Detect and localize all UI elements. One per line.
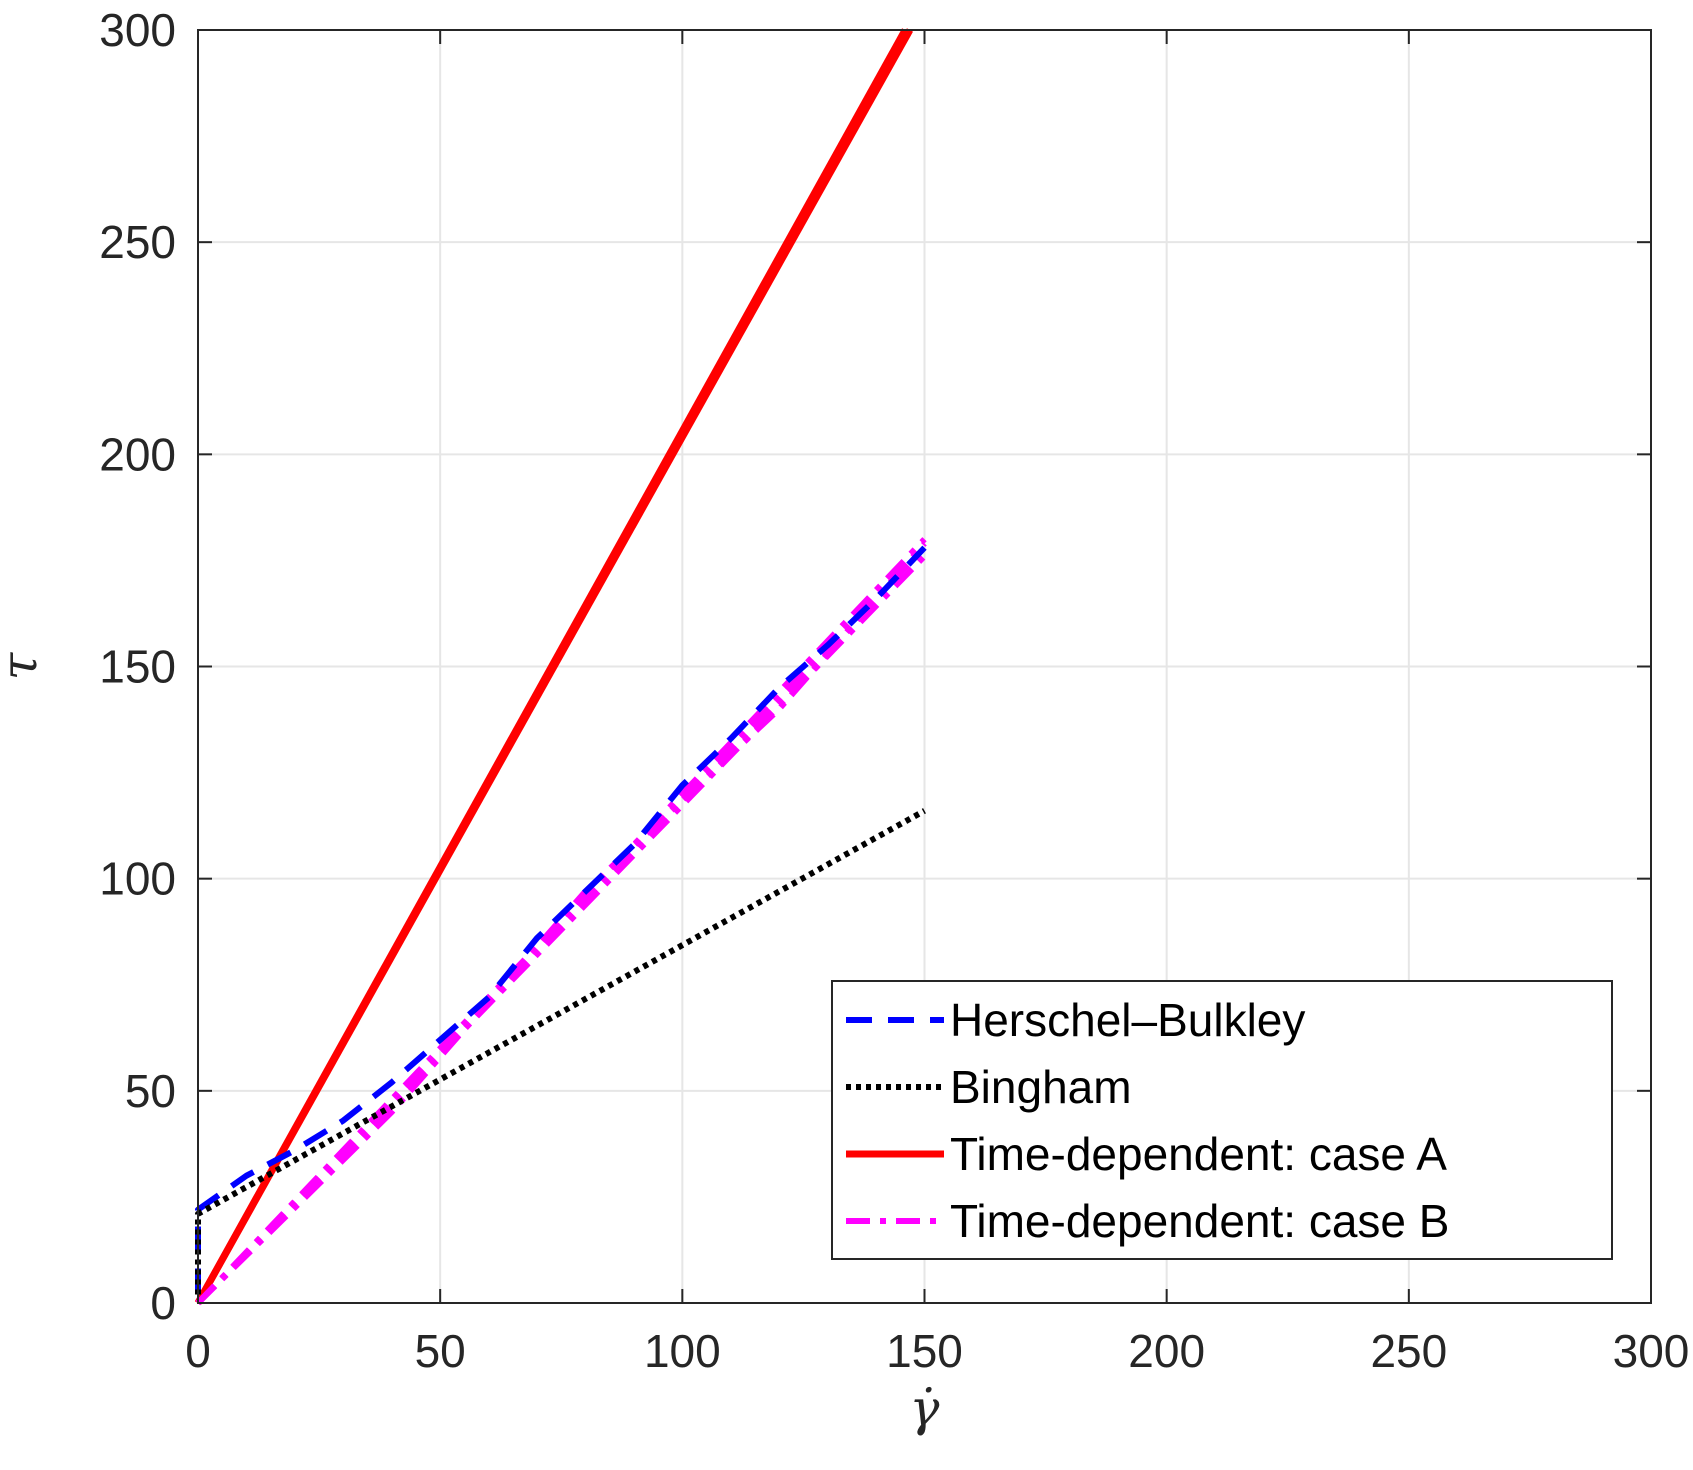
y-axis-label: τ xyxy=(0,651,48,680)
legend-label-2: Time-dependent: case A xyxy=(950,1128,1447,1180)
x-tick-label: 300 xyxy=(1613,1325,1690,1377)
x-axis-label: γ̇ xyxy=(910,1379,940,1437)
series-line-2-1 xyxy=(194,28,909,1305)
tick-labels: 0 50 100 150 200 250 300 0 50 100 150 200 250 300 xyxy=(99,4,1689,1377)
y-tick-label: 50 xyxy=(125,1065,176,1117)
legend-box xyxy=(831,980,1613,1260)
y-tick-label: 150 xyxy=(99,641,176,693)
series-line-1-0 xyxy=(195,808,926,1295)
series-line-0-0 xyxy=(195,545,927,1295)
y-tick-label: 250 xyxy=(99,216,176,268)
x-tick-label: 200 xyxy=(1128,1325,1205,1377)
x-tick-label: 100 xyxy=(644,1325,721,1377)
y-tick-label: 100 xyxy=(99,853,176,905)
y-tick-label: 0 xyxy=(150,1277,176,1329)
y-tick-label: 200 xyxy=(99,428,176,480)
legend: Herschel–Bulkley Bingham Time-dependent: c… xyxy=(831,980,1613,1260)
x-tick-label: 250 xyxy=(1370,1325,1447,1377)
x-tick-label: 150 xyxy=(886,1325,963,1377)
legend-label-3: Time-dependent: case B xyxy=(950,1195,1449,1247)
x-tick-label: 0 xyxy=(185,1325,211,1377)
ticks xyxy=(197,29,1652,1304)
legend-label-0: Herschel–Bulkley xyxy=(950,994,1305,1046)
legend-label-1: Bingham xyxy=(950,1061,1132,1113)
x-tick-label: 50 xyxy=(415,1325,466,1377)
y-tick-label: 300 xyxy=(99,4,176,56)
